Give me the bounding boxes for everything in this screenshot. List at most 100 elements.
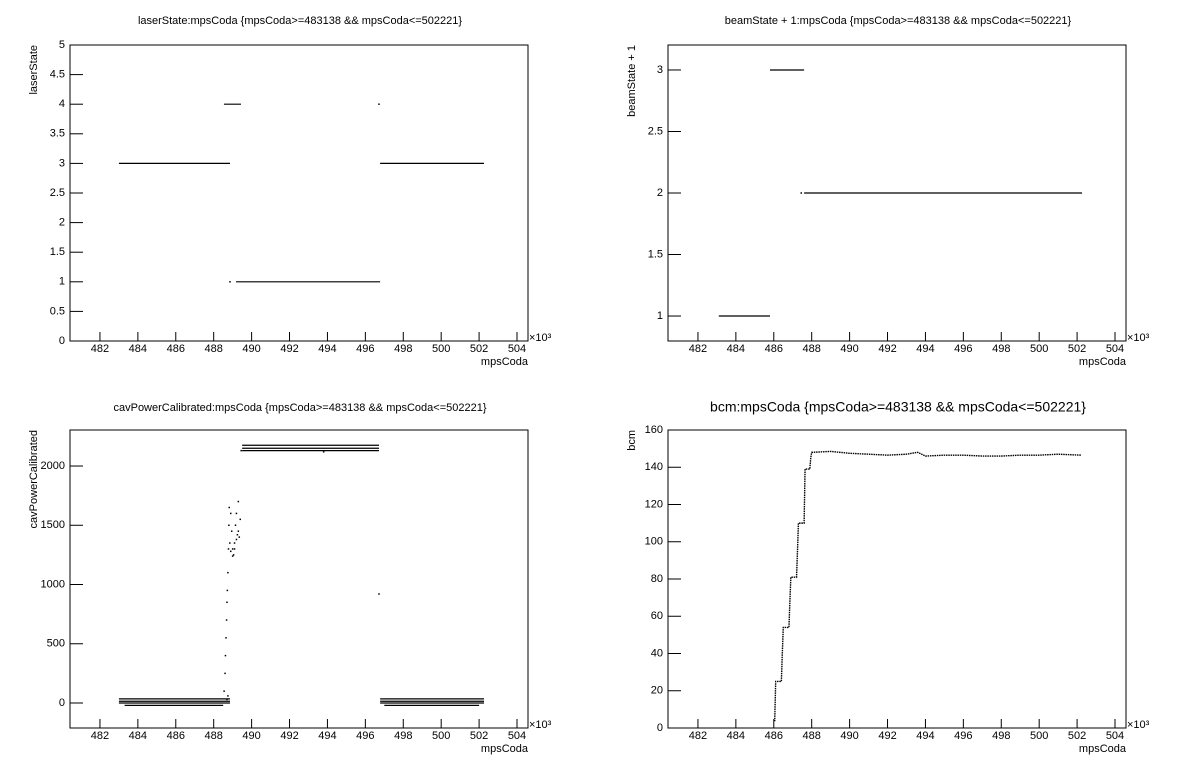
x-axis-exponent: ×10³ xyxy=(529,332,552,344)
x-tick-label: 492 xyxy=(280,730,298,742)
x-tick-label: 500 xyxy=(432,343,450,355)
data-point xyxy=(239,518,241,521)
y-tick-label: 0 xyxy=(59,697,65,709)
x-tick-label: 484 xyxy=(129,730,147,742)
x-tick-label: 498 xyxy=(992,730,1010,742)
x-tick-label: 494 xyxy=(318,343,336,355)
y-tick-label: 60 xyxy=(651,610,663,622)
x-tick-label: 504 xyxy=(1106,730,1124,742)
data-point xyxy=(228,524,230,527)
data-point xyxy=(235,512,238,515)
y-tick-label: 20 xyxy=(651,685,663,697)
data-point xyxy=(231,548,234,550)
data-point xyxy=(225,619,228,621)
y-tick-label: 5 xyxy=(59,39,65,51)
x-tick-label: 482 xyxy=(91,343,109,355)
x-tick-label: 486 xyxy=(765,343,783,355)
x-tick-label: 502 xyxy=(470,730,488,742)
y-tick-label: 140 xyxy=(645,461,663,473)
x-tick-label: 482 xyxy=(689,343,707,355)
y-axis-label: bcm xyxy=(626,430,638,451)
chart-panel: laserState:mpsCoda {mpsCoda>=483138 && m… xyxy=(28,15,552,368)
x-tick-label: 488 xyxy=(205,730,223,742)
y-tick-label: 2 xyxy=(657,187,663,199)
plot-frame xyxy=(69,44,529,342)
x-tick-label: 484 xyxy=(129,343,147,355)
data-point xyxy=(224,672,226,675)
x-axis-label: mpsCoda xyxy=(481,356,529,368)
data-point xyxy=(233,548,236,550)
data-point xyxy=(233,542,236,544)
data-point xyxy=(235,538,238,541)
data-point xyxy=(232,554,235,556)
data-point xyxy=(237,500,240,503)
x-tick-label: 498 xyxy=(394,343,412,355)
y-tick-label: 3 xyxy=(59,157,65,169)
data-point xyxy=(227,571,229,574)
x-tick-label: 502 xyxy=(1068,730,1086,742)
x-tick-label: 500 xyxy=(432,730,450,742)
plot-frame xyxy=(69,429,529,729)
y-tick-label: 3.5 xyxy=(50,128,65,140)
x-tick-label: 502 xyxy=(1068,343,1086,355)
data-point xyxy=(378,103,380,105)
y-tick-label: 3 xyxy=(657,64,663,76)
plot-frame xyxy=(667,429,1127,729)
y-axis-label: cavPowerCalibrated xyxy=(28,430,40,528)
y-tick-label: 2.5 xyxy=(648,125,663,137)
y-tick-label: 100 xyxy=(645,536,663,548)
x-tick-label: 490 xyxy=(840,343,858,355)
data-point xyxy=(237,530,240,532)
x-axis-exponent: ×10³ xyxy=(529,719,552,731)
x-tick-label: 504 xyxy=(1106,343,1124,355)
x-tick-label: 492 xyxy=(878,343,896,355)
chart-panel: beamState + 1:mpsCoda {mpsCoda>=483138 &… xyxy=(626,15,1150,368)
y-tick-label: 1.5 xyxy=(648,248,663,260)
data-point xyxy=(238,536,241,538)
y-tick-label: 80 xyxy=(651,573,663,585)
y-axis-label: laserState xyxy=(28,45,40,95)
y-tick-label: 0 xyxy=(657,722,663,734)
y-tick-label: 1000 xyxy=(41,578,65,590)
x-tick-label: 484 xyxy=(727,730,745,742)
y-axis-label: beamState + 1 xyxy=(626,45,638,117)
chart-title: cavPowerCalibrated:mpsCoda {mpsCoda>=483… xyxy=(113,402,486,414)
y-tick-label: 40 xyxy=(651,647,663,659)
chart-panel: bcm:mpsCoda {mpsCoda>=483138 && mpsCoda<… xyxy=(626,399,1150,755)
data-point xyxy=(378,593,380,595)
x-tick-label: 496 xyxy=(356,343,374,355)
chart-panel: cavPowerCalibrated:mpsCoda {mpsCoda>=483… xyxy=(28,402,552,755)
x-tick-label: 486 xyxy=(765,730,783,742)
chart-title: laserState:mpsCoda {mpsCoda>=483138 && m… xyxy=(138,15,462,27)
x-tick-label: 490 xyxy=(840,730,858,742)
x-axis-label: mpsCoda xyxy=(1079,356,1127,368)
data-point xyxy=(227,548,230,550)
x-tick-label: 504 xyxy=(508,343,526,355)
y-tick-label: 1.5 xyxy=(50,246,65,258)
x-tick-label: 490 xyxy=(242,343,260,355)
y-tick-label: 500 xyxy=(47,638,65,650)
x-axis-label: mpsCoda xyxy=(481,743,529,755)
data-point xyxy=(224,654,227,657)
x-tick-label: 488 xyxy=(205,343,223,355)
data-point xyxy=(229,542,231,544)
data-point xyxy=(234,524,237,527)
x-tick-label: 488 xyxy=(803,730,821,742)
y-tick-label: 160 xyxy=(645,424,663,436)
x-tick-label: 496 xyxy=(356,730,374,742)
y-tick-label: 2 xyxy=(59,217,65,229)
x-tick-label: 500 xyxy=(1030,343,1048,355)
x-tick-label: 496 xyxy=(954,343,972,355)
x-axis-exponent: ×10³ xyxy=(1127,719,1150,731)
data-point xyxy=(230,550,232,553)
y-tick-label: 2000 xyxy=(41,460,65,472)
chart-title: beamState + 1:mpsCoda {mpsCoda>=483138 &… xyxy=(725,15,1072,27)
x-tick-label: 500 xyxy=(1030,730,1048,742)
x-tick-label: 486 xyxy=(167,343,185,355)
y-tick-label: 120 xyxy=(645,498,663,510)
x-tick-label: 484 xyxy=(727,343,745,355)
y-tick-label: 4 xyxy=(59,98,65,110)
data-point xyxy=(228,506,230,509)
x-tick-label: 490 xyxy=(242,730,260,742)
